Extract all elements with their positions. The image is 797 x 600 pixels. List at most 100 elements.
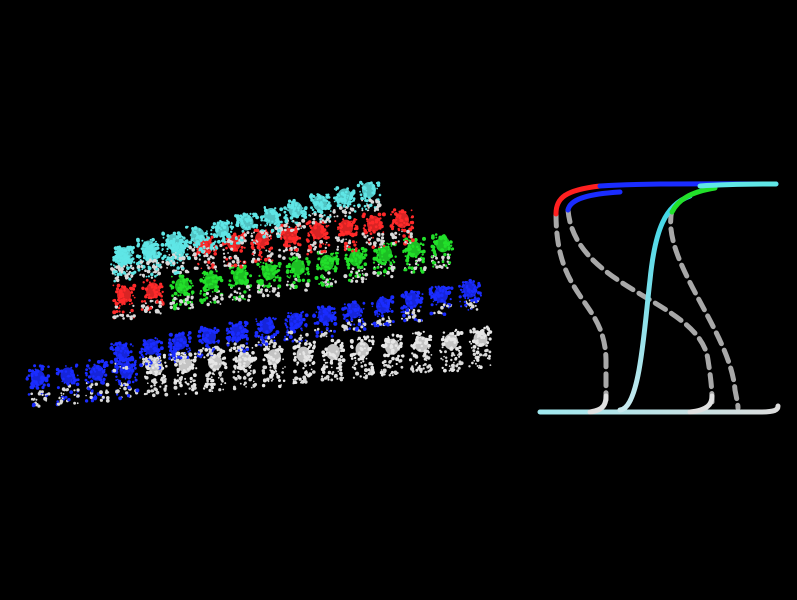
scatter-point xyxy=(259,343,261,346)
scatter-point xyxy=(128,374,131,377)
scatter-point xyxy=(359,342,363,346)
scatter-point xyxy=(237,374,240,378)
scatter-point xyxy=(303,355,308,359)
scatter-point xyxy=(476,355,480,359)
scatter-point xyxy=(455,364,459,368)
scatter-point xyxy=(389,344,394,349)
scatter-point xyxy=(254,331,259,335)
scatter-point xyxy=(391,356,395,361)
scatter-point xyxy=(469,330,473,334)
scatter-point xyxy=(86,364,90,368)
scatter-point xyxy=(418,367,423,372)
scatter-point xyxy=(44,393,47,396)
scatter-point xyxy=(478,353,483,357)
scatter-point xyxy=(236,333,239,336)
scatter-point xyxy=(427,364,432,368)
scatter-point xyxy=(224,382,227,385)
scatter-point xyxy=(330,338,335,343)
scatter-point xyxy=(73,401,76,405)
scatter-point xyxy=(271,378,274,381)
scatter-point xyxy=(268,346,271,348)
scatter-point xyxy=(207,353,210,356)
scatter-point xyxy=(293,356,297,359)
scatter-point xyxy=(139,356,142,359)
scatter-point xyxy=(69,390,74,394)
scatter-point xyxy=(193,373,197,378)
scatter-point xyxy=(489,364,492,366)
scatter-point xyxy=(237,336,240,339)
scatter-point xyxy=(193,355,197,359)
scatter-point xyxy=(90,379,94,383)
scatter-point xyxy=(226,332,229,335)
scatter-point xyxy=(243,362,246,365)
scatter-point xyxy=(31,378,34,381)
scatter-point xyxy=(228,341,230,343)
scatter-point xyxy=(458,349,461,352)
scatter-point xyxy=(349,339,354,343)
scatter-point xyxy=(456,369,460,373)
scatter-point xyxy=(197,334,201,338)
scatter-point xyxy=(386,353,390,358)
scatter-point xyxy=(293,369,297,374)
scatter-point xyxy=(235,349,238,353)
scatter-point xyxy=(188,331,192,335)
scatter-point xyxy=(253,382,257,387)
scatter-point xyxy=(291,339,295,343)
scatter-point xyxy=(217,376,220,379)
scatter-point xyxy=(297,315,300,318)
scatter-point xyxy=(132,345,134,347)
scatter-point xyxy=(182,340,187,345)
scatter-point xyxy=(162,353,166,357)
scatter-point xyxy=(202,387,206,390)
scatter-point xyxy=(208,371,212,375)
scatter-point xyxy=(296,361,300,365)
white-base-curve xyxy=(537,403,781,415)
scatter-point xyxy=(184,377,187,380)
scatter-point xyxy=(292,345,297,350)
scatter-point xyxy=(395,362,398,366)
scatter-point xyxy=(340,349,343,353)
scatter-point xyxy=(290,312,293,315)
scatter-point xyxy=(126,361,128,364)
scatter-point xyxy=(442,331,446,334)
scatter-point xyxy=(234,359,239,363)
scatter-point xyxy=(296,344,301,349)
scatter-point xyxy=(199,325,204,330)
scatter-point xyxy=(418,341,422,345)
scatter-point xyxy=(276,374,281,379)
scatter-point xyxy=(388,374,391,377)
scatter-point xyxy=(159,385,162,388)
scatter-point xyxy=(310,349,314,353)
scatter-point xyxy=(35,398,38,401)
scatter-point xyxy=(470,347,473,349)
cluster-blue-row-4 xyxy=(196,325,222,359)
scatter-point xyxy=(212,382,216,386)
scatter-point xyxy=(429,366,433,369)
scatter-point xyxy=(123,386,127,391)
scatter-point xyxy=(210,376,213,379)
scatter-point xyxy=(152,347,155,350)
scatter-point xyxy=(360,347,364,352)
scatter-point xyxy=(360,365,364,368)
scatter-point xyxy=(386,337,391,342)
scatter-point xyxy=(93,363,96,366)
scatter-point xyxy=(251,377,253,379)
scatter-point xyxy=(145,352,148,356)
scatter-point xyxy=(88,359,91,362)
scatter-point xyxy=(474,330,478,334)
scatter-point xyxy=(454,356,458,360)
scatter-point xyxy=(146,371,150,375)
scatter-point xyxy=(245,336,248,339)
scatter-point xyxy=(390,340,395,344)
scatter-point xyxy=(425,359,428,362)
scatter-point xyxy=(75,382,80,387)
scatter-point xyxy=(145,362,148,366)
scatter-point xyxy=(124,349,127,352)
scatter-point xyxy=(254,343,258,347)
scatter-point xyxy=(337,370,340,373)
scatter-point xyxy=(234,377,238,381)
scatter-point xyxy=(84,371,88,375)
scatter-point xyxy=(73,389,76,392)
scatter-point xyxy=(486,341,490,345)
scatter-point xyxy=(187,334,190,337)
